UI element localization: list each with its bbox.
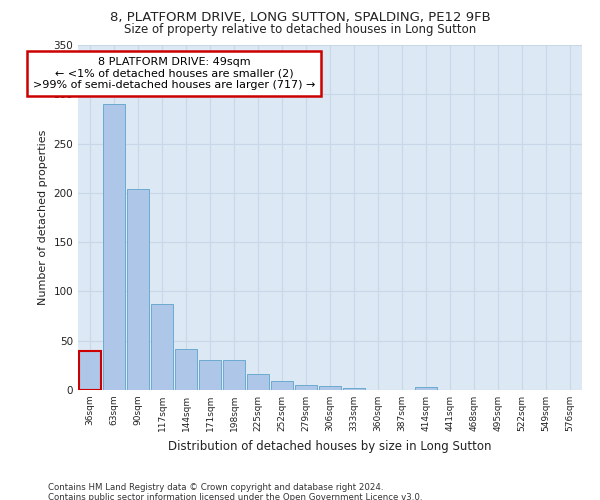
Y-axis label: Number of detached properties: Number of detached properties (38, 130, 48, 305)
Bar (223, 360, 245, 390)
Bar (415, 387, 437, 390)
Text: Size of property relative to detached houses in Long Sutton: Size of property relative to detached ho… (124, 22, 476, 36)
Bar (247, 374, 269, 390)
Bar (151, 304, 173, 390)
Bar (103, 104, 125, 390)
Bar (271, 381, 293, 390)
Text: Contains HM Land Registry data © Crown copyright and database right 2024.
Contai: Contains HM Land Registry data © Crown c… (48, 482, 422, 500)
Bar (343, 388, 365, 390)
Bar (199, 360, 221, 390)
Bar (295, 385, 317, 390)
X-axis label: Distribution of detached houses by size in Long Sutton: Distribution of detached houses by size … (168, 440, 492, 452)
Bar (319, 386, 341, 390)
Bar (127, 189, 149, 390)
Bar (175, 348, 197, 390)
Text: 8, PLATFORM DRIVE, LONG SUTTON, SPALDING, PE12 9FB: 8, PLATFORM DRIVE, LONG SUTTON, SPALDING… (110, 11, 490, 24)
Bar (79, 350, 101, 390)
Text: 8 PLATFORM DRIVE: 49sqm
← <1% of detached houses are smaller (2)
>99% of semi-de: 8 PLATFORM DRIVE: 49sqm ← <1% of detache… (33, 57, 315, 90)
